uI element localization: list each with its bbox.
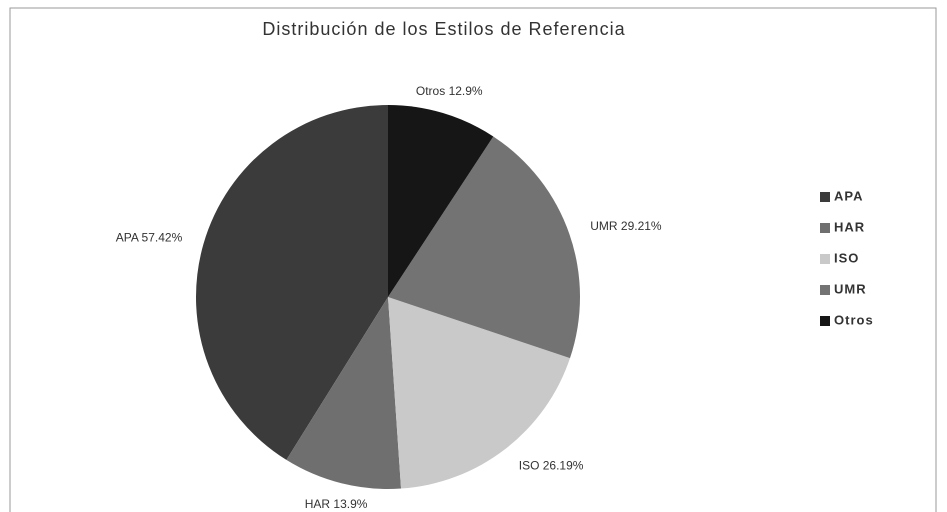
legend-label: Otros <box>834 312 874 327</box>
data-label: ISO 26.19% <box>519 459 584 473</box>
pie-slice <box>388 297 570 489</box>
legend-swatch <box>820 316 830 326</box>
legend-swatch <box>820 254 830 264</box>
data-label: Otros 12.9% <box>416 84 483 98</box>
pie-slice <box>286 297 402 489</box>
legend-swatch <box>820 285 830 295</box>
legend-swatch <box>820 192 830 202</box>
legend-swatch <box>820 223 830 233</box>
legend-label: HAR <box>834 219 865 234</box>
data-label: APA 57.42% <box>116 230 183 244</box>
legend-label: ISO <box>834 250 859 265</box>
legend-label: UMR <box>834 281 867 296</box>
pie-slice <box>388 105 494 297</box>
data-label: HAR 13.9% <box>305 497 368 511</box>
pie-slice <box>388 136 580 359</box>
legend-label: APA <box>834 188 863 203</box>
pie-slice <box>195 105 388 460</box>
data-label: UMR 29.21% <box>590 219 662 233</box>
chart-title: Distribución de los Estilos de Referenci… <box>262 19 625 39</box>
